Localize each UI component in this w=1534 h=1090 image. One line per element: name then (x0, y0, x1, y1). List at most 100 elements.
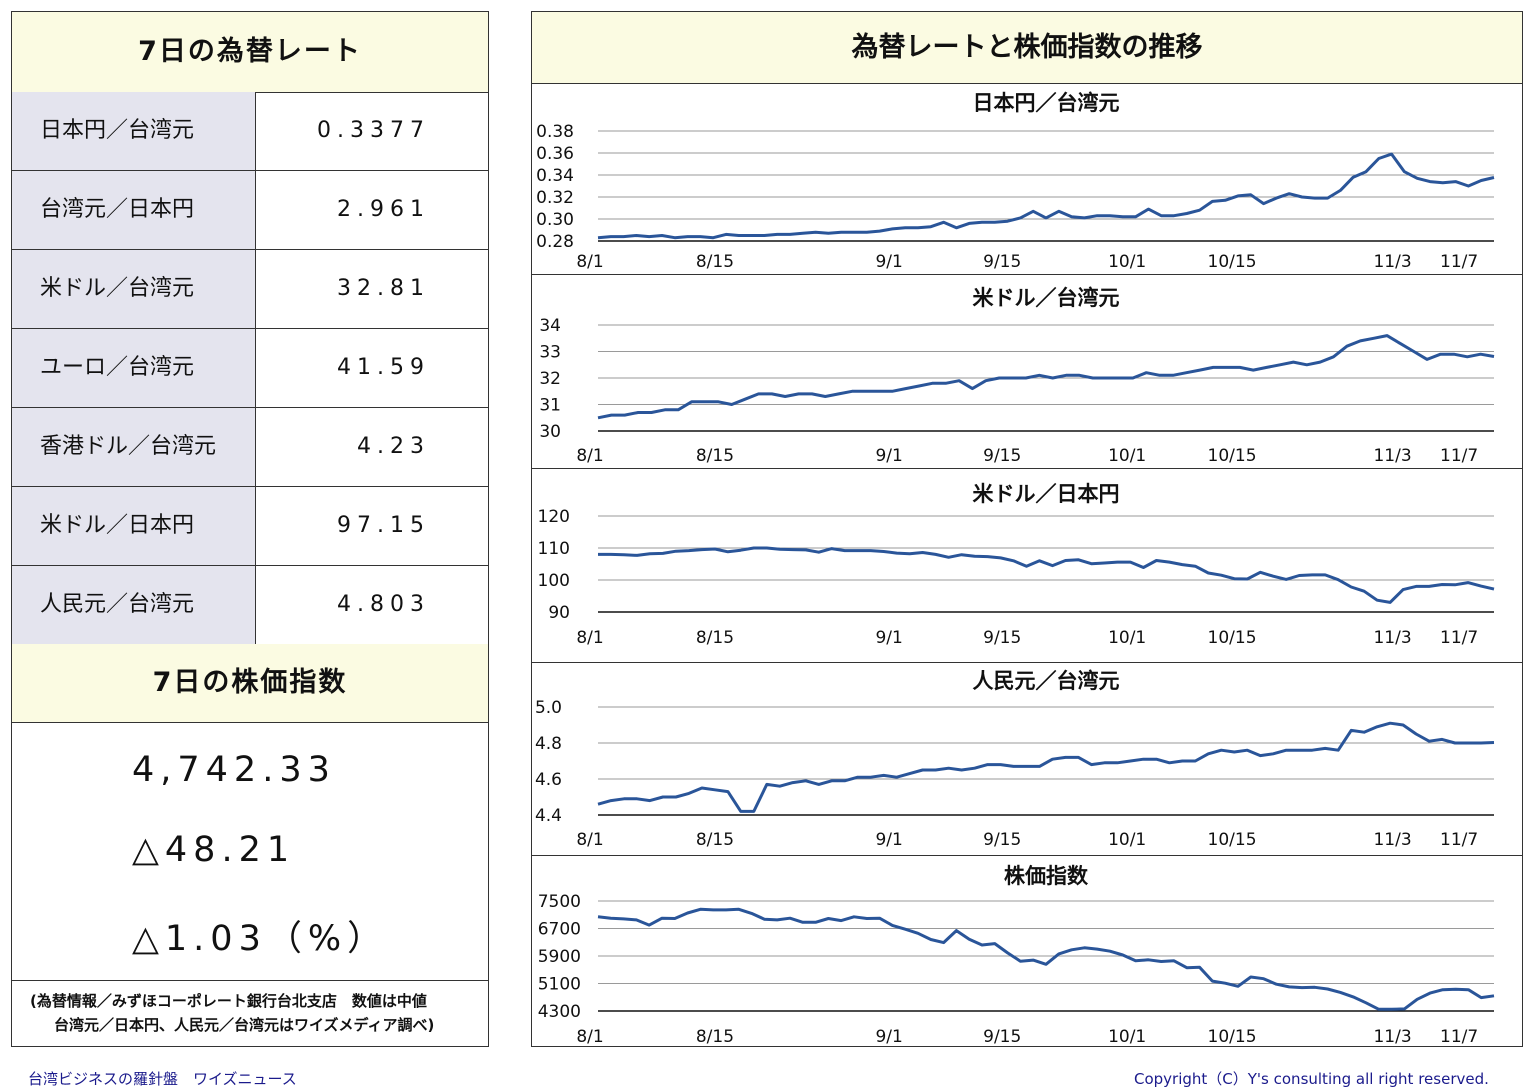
rate-row: 米ドル／台湾元 32.81 (12, 250, 488, 329)
series-line (597, 334, 1495, 420)
chart-title: 人民元／台湾元 (973, 669, 1120, 693)
chart-title: 米ドル／台湾元 (973, 286, 1120, 310)
y-tick-label: 34 (539, 316, 561, 336)
rate-row: 香港ドル／台湾元 4.23 (12, 408, 488, 487)
y-tick-label: 5900 (538, 947, 581, 967)
rate-name: 日本円／台湾元 (12, 92, 256, 170)
rates-panel: 7日の為替レート 日本円／台湾元 0.3377 台湾元／日本円 2.961 米ド… (11, 11, 489, 1047)
chart-stock-index: 株価指数 4300 5100 5900 6700 7500 8/1 8/15 9/1 9/15 10… (538, 864, 1495, 1047)
rate-value: 4.23 (357, 434, 430, 459)
x-tick-label: 8/1 (576, 252, 603, 272)
chart-title: 株価指数 (1004, 864, 1089, 888)
x-tick-label: 10/1 (1108, 446, 1146, 466)
x-tick-label: 11/7 (1440, 830, 1478, 850)
x-tick-label: 11/7 (1440, 628, 1478, 648)
chart-panel-cny-twd: 人民元／台湾元 4.4 4.6 4.8 5.0 8/1 8/15 9/1 9/15 10/1 10/… (532, 663, 1522, 856)
rate-name: 米ドル／日本円 (12, 487, 256, 565)
x-tick-label: 11/3 (1373, 830, 1411, 850)
x-tick-label: 10/1 (1108, 252, 1146, 272)
chart-jpy-twd: 日本円／台湾元 0.280.300.320.340.360.38 8/1 8/15 9/… (536, 91, 1495, 272)
x-tick-label: 10/1 (1108, 1027, 1146, 1045)
y-tick-label: 100 (538, 571, 570, 591)
x-tick-label: 11/7 (1440, 1027, 1478, 1045)
y-tick-label: 31 (539, 396, 561, 416)
y-tick-label: 33 (539, 343, 561, 363)
y-tick-label: 120 (538, 507, 570, 527)
y-tick-label: 0.28 (536, 232, 574, 252)
x-tick-label: 9/15 (983, 628, 1021, 648)
series-line (597, 907, 1495, 1011)
x-tick-label: 9/1 (875, 830, 902, 850)
x-tick-label: 9/15 (983, 446, 1021, 466)
stock-change-pct: △1.03（%） (132, 919, 389, 959)
rate-value: 41.59 (337, 355, 430, 380)
chart-cny-twd: 人民元／台湾元 4.4 4.6 4.8 5.0 8/1 8/15 9/1 9/15 10/1 10/… (535, 669, 1495, 850)
rate-row: ユーロ／台湾元 41.59 (12, 329, 488, 408)
rate-value: 97.15 (337, 513, 430, 538)
rate-name: 人民元／台湾元 (12, 566, 256, 644)
footer-right: Copyright（C）Y's consulting all right res… (1134, 1070, 1489, 1088)
y-tick-label: 4.8 (535, 734, 562, 754)
stock-change: △48.21 (132, 830, 296, 870)
rate-row: 台湾元／日本円 2.961 (12, 171, 488, 250)
y-tick-label: 90 (548, 603, 570, 623)
y-tick-label: 30 (539, 422, 561, 442)
x-tick-label: 11/3 (1373, 1027, 1411, 1045)
x-tick-label: 9/15 (983, 830, 1021, 850)
rate-row: 人民元／台湾元 4.803 (12, 566, 488, 645)
stock-value: 4,742.33 (132, 750, 336, 790)
x-tick-label: 10/15 (1208, 252, 1257, 272)
y-tick-label: 5.0 (535, 698, 562, 718)
x-tick-label: 11/3 (1373, 446, 1411, 466)
chart-usd-twd: 米ドル／台湾元 30 31 32 33 34 8/1 8/15 9/1 9/15 10/1 10/15… (539, 286, 1495, 466)
x-tick-label: 9/15 (983, 252, 1021, 272)
rate-row: 米ドル／日本円 97.15 (12, 487, 488, 566)
x-tick-label: 9/1 (875, 252, 902, 272)
rate-value: 32.81 (337, 276, 430, 301)
y-tick-label: 6700 (538, 920, 581, 940)
y-tick-label: 7500 (538, 892, 581, 912)
x-tick-label: 10/15 (1208, 1027, 1257, 1045)
y-tick-label: 4.6 (535, 770, 562, 790)
series-line (598, 546, 1495, 604)
rates-title: 7日の為替レート (12, 12, 488, 93)
x-tick-label: 8/1 (576, 830, 603, 850)
footer-left: 台湾ビジネスの羅針盤 ワイズニュース (28, 1070, 297, 1088)
chart-usd-jpy: 米ドル／日本円 90 100 110 120 8/1 8/15 9/1 9/15 10/1 10/1… (538, 482, 1495, 648)
rate-value: 4.803 (337, 592, 430, 617)
x-tick-label: 10/15 (1208, 446, 1257, 466)
rate-name: ユーロ／台湾元 (12, 329, 256, 407)
y-tick-label: 32 (539, 369, 561, 389)
x-tick-label: 8/1 (576, 628, 603, 648)
x-tick-label: 11/7 (1440, 446, 1478, 466)
rate-value: 0.3377 (317, 118, 430, 143)
x-tick-label: 10/1 (1108, 628, 1146, 648)
series-line (597, 721, 1495, 813)
x-tick-label: 8/15 (696, 628, 734, 648)
rate-name: 香港ドル／台湾元 (12, 408, 256, 486)
charts-panel: 為替レートと株価指数の推移 日本円／台湾元 0.28 0.30 0.32 0.34 0.3… (531, 11, 1523, 1047)
chart-title: 米ドル／日本円 (973, 482, 1120, 506)
x-tick-label: 11/7 (1440, 252, 1478, 272)
x-tick-label: 10/15 (1208, 628, 1257, 648)
rate-row: 日本円／台湾元 0.3377 (12, 92, 488, 171)
x-tick-label: 9/1 (875, 446, 902, 466)
charts-title: 為替レートと株価指数の推移 (532, 12, 1522, 84)
source-note: (為替情報／みずほコーポレート銀行台北支店 数値は中値 台湾元／日本円、人民元／… (12, 980, 488, 1047)
x-tick-label: 9/1 (875, 1027, 902, 1045)
source-line-2: 台湾元／日本円、人民元／台湾元はワイズメディア調べ) (54, 1016, 435, 1034)
x-tick-label: 10/1 (1108, 830, 1146, 850)
y-tick-label: 0.30 (536, 210, 574, 230)
chart-panel-usd-twd: 米ドル／台湾元 30 31 32 33 34 8/1 8/15 9/1 9/15 10/1 10/15… (532, 275, 1522, 469)
x-tick-label: 8/15 (696, 1027, 734, 1045)
x-tick-label: 9/1 (875, 628, 902, 648)
x-tick-label: 10/15 (1208, 830, 1257, 850)
y-tick-label: 110 (538, 539, 570, 559)
x-tick-label: 8/1 (576, 1027, 603, 1045)
chart-panel-stock-index: 株価指数 4300 5100 5900 6700 7500 8/1 8/15 9/1 9/15 10… (532, 856, 1522, 1047)
x-tick-label: 11/3 (1373, 628, 1411, 648)
x-tick-label: 11/3 (1373, 252, 1411, 272)
rate-value: 2.961 (337, 197, 430, 222)
x-tick-label: 8/15 (696, 252, 734, 272)
y-tick-label: 5100 (538, 975, 581, 995)
